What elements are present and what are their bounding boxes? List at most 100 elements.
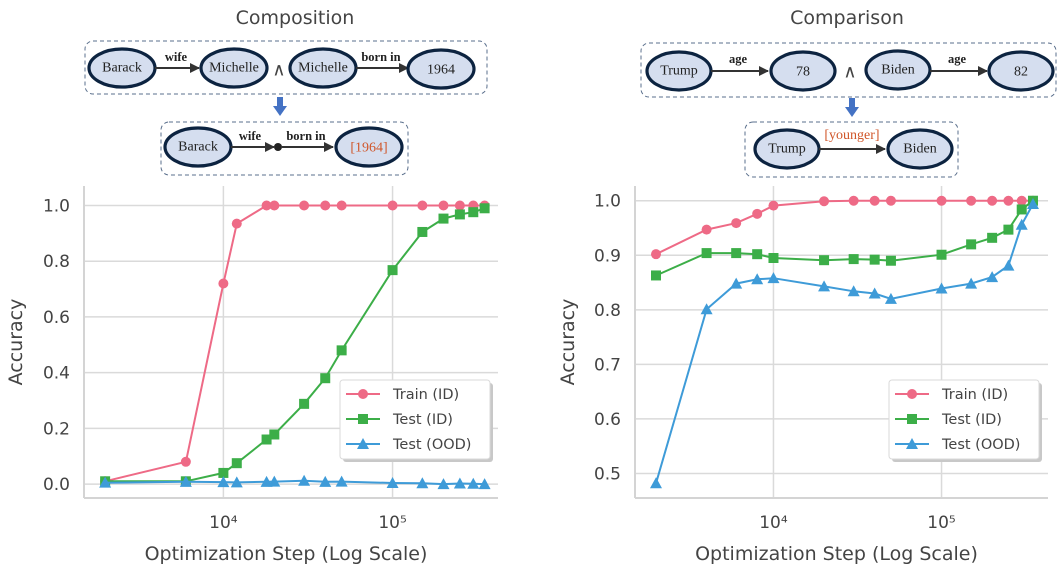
data-point [218,467,229,478]
data-point [468,207,479,218]
legend-label: Train (ID) [392,387,459,403]
node-label: Trump [660,64,698,79]
comparison-premise-box [640,42,1057,98]
data-point [387,200,398,211]
composition-premise-box [84,40,488,95]
x-axis-label: Optimization Step (Log Scale) [145,543,428,565]
data-point [269,429,280,440]
data-point [438,213,449,224]
legend-label: Test (OOD) [941,437,1020,453]
node-michelle [199,47,269,89]
node-label: Michelle [209,61,259,76]
x-axis-label: Optimization Step (Log Scale) [695,543,978,565]
legend-marker [907,389,917,399]
data-point [752,208,763,219]
comparison-diagram: Comparison Trump age 78 ∧ Biden age 82 T… [640,7,1057,178]
data-point [454,209,465,220]
data-point [320,373,331,384]
data-point [700,303,713,315]
y-axis-label: Accuracy [5,299,27,386]
data-point [299,200,310,211]
data-point [336,345,347,356]
comparison-title: Comparison [790,7,904,29]
legend-label: Test (ID) [392,412,453,428]
y-tick-label: 0.5 [594,464,621,484]
data-point [386,476,399,488]
data-point [650,249,661,260]
data-point [752,249,763,260]
data-point [731,248,742,259]
data-point [966,239,977,250]
data-point [230,476,243,488]
data-point [299,398,310,409]
data-point [885,255,896,266]
data-point [467,477,480,489]
data-point [437,478,450,490]
data-point [650,270,661,281]
data-point [935,282,948,294]
legend-label: Train (ID) [941,387,1008,403]
composition-accuracy-chart: 0.0 0.2 0.4 0.6 0.8 1.0 10⁴ 10⁵ Optimization Ste… [5,186,498,565]
data-point [986,271,999,283]
node-biden [886,128,954,170]
data-point [1002,259,1015,271]
node-label: Biden [881,63,914,78]
comparison-inference-box [744,121,959,178]
node-78 [769,50,837,92]
node-label: Barack [178,140,218,155]
y-tick-label: 1.0 [43,197,70,217]
answer-relation-label: [younger] [824,128,879,143]
data-point [335,475,348,487]
data-point [868,287,881,299]
data-point [1015,218,1028,230]
legend-box [339,379,491,460]
data-point [847,285,860,297]
data-point [453,477,466,489]
series-test-id [650,195,1038,281]
data-point [751,273,764,285]
edge-label: age [948,52,967,66]
data-point [848,254,859,265]
conjunction-symbol: ∧ [843,62,856,83]
composition-inference-box [160,121,409,176]
node-answer [334,126,404,168]
x-tick-label: 10⁴ [209,513,238,533]
x-tick-label: 10⁵ [927,513,955,533]
data-point [965,277,978,289]
data-point [387,265,398,276]
y-tick-label: 0.2 [43,419,70,439]
data-point [768,200,779,211]
node-label: Michelle [298,61,348,76]
data-point [730,277,743,289]
comparison-accuracy-chart: 0.5 0.6 0.7 0.8 0.9 1.0 10⁴ 10⁵ Optimization Ste… [557,186,1048,565]
data-point [268,475,281,487]
data-point [336,200,347,211]
legend-label: Test (ID) [941,412,1002,428]
data-point [417,200,428,211]
y-tick-label: 0.9 [594,246,621,266]
data-point [454,200,465,211]
data-point [417,226,428,237]
data-point [1026,198,1039,209]
bridge-entity-dot [274,143,282,151]
data-point [701,224,712,235]
y-tick-label: 0.6 [43,308,70,328]
legend: Train (ID) Test (ID) Test (OOD) [339,379,493,462]
y-tick-label: 0.8 [43,252,70,272]
composition-title: Composition [236,7,355,29]
node-1964 [406,48,476,90]
down-arrow-icon [273,97,287,116]
legend-label: Test (OOD) [392,437,471,453]
y-tick-label: 0.0 [43,475,70,495]
data-point [298,474,311,486]
data-point [987,232,998,243]
legend-marker [907,414,917,424]
data-point [261,434,272,445]
data-point [966,195,977,206]
data-point [936,249,947,260]
data-point [767,272,780,284]
data-point [1003,195,1014,206]
data-point [1016,195,1027,206]
legend-marker [906,438,918,449]
edge-label: wife [165,50,188,64]
